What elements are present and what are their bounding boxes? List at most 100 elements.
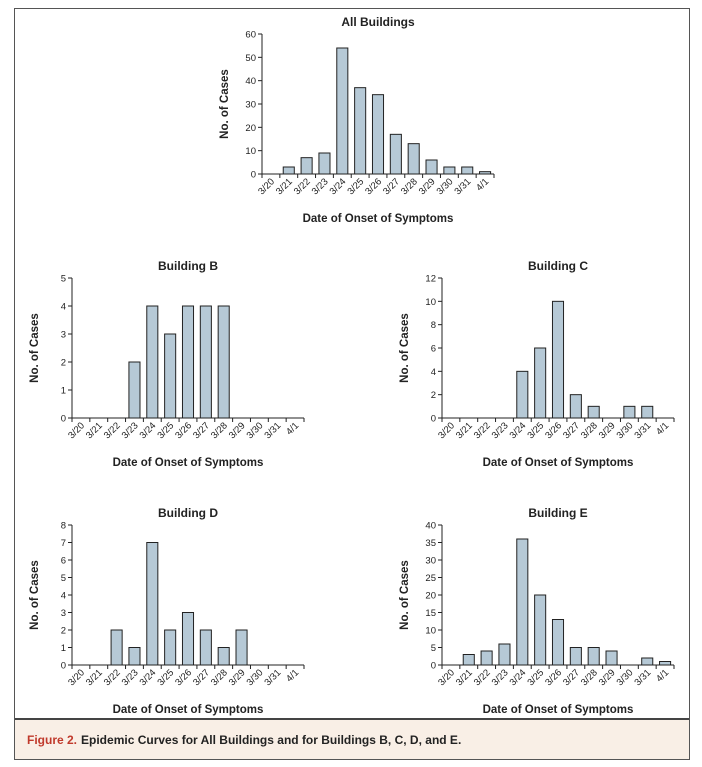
x-category-label: 3/25 — [345, 176, 366, 197]
bar-3-28 — [587, 405, 600, 419]
x-category-label: 3/27 — [191, 667, 212, 688]
x-axis-label: Date of Onset of Symptoms — [483, 457, 634, 469]
bar-3-22 — [480, 650, 493, 666]
bar-3-29 — [235, 629, 248, 666]
bar-3-31 — [641, 405, 654, 419]
x-category-label: 4/1 — [654, 667, 671, 684]
y-axis-label: No. of Cases — [399, 313, 411, 383]
bar-3-30 — [623, 405, 636, 419]
bar-3-21 — [462, 654, 475, 666]
bar-3-28 — [407, 143, 420, 175]
y-tick-label: 40 — [245, 76, 256, 87]
bar-3-29 — [605, 650, 618, 666]
bar-3-24 — [516, 370, 529, 419]
chart-title: Building B — [158, 259, 218, 273]
x-category-label: 3/21 — [454, 420, 475, 441]
x-category-label: 3/20 — [66, 667, 87, 688]
bar-3-26 — [551, 300, 565, 419]
y-tick-label: 1 — [61, 386, 66, 397]
bar-3-26 — [181, 612, 195, 666]
bar-4-1 — [479, 171, 492, 175]
y-tick-label: 12 — [425, 274, 436, 285]
y-tick-label: 50 — [245, 53, 256, 64]
y-tick-label: 3 — [61, 608, 66, 619]
chart-all: All Buildings01020304050603/203/213/223/… — [219, 15, 495, 225]
bar-3-23 — [498, 643, 511, 666]
x-category-label: 4/1 — [474, 176, 491, 193]
chart-d: Building D0123456783/203/213/223/233/243… — [29, 506, 305, 716]
bar-3-27 — [569, 394, 582, 419]
x-category-label: 4/1 — [284, 667, 301, 684]
y-tick-label: 15 — [425, 608, 436, 619]
x-category-label: 3/28 — [399, 176, 420, 197]
y-tick-label: 4 — [61, 591, 66, 602]
x-category-label: 3/23 — [310, 176, 331, 197]
y-tick-label: 6 — [61, 556, 66, 567]
x-category-label: 3/29 — [597, 420, 618, 441]
x-category-label: 3/26 — [363, 176, 384, 197]
x-category-label: 3/24 — [508, 420, 529, 441]
x-category-label: 3/22 — [102, 420, 123, 441]
x-category-label: 3/28 — [209, 420, 230, 441]
bar-3-25 — [534, 594, 547, 666]
x-category-label: 3/26 — [173, 667, 194, 688]
bar-3-22 — [300, 157, 313, 175]
bar-3-25 — [164, 629, 177, 666]
x-category-label: 3/23 — [120, 667, 141, 688]
x-category-label: 3/28 — [579, 420, 600, 441]
y-tick-label: 3 — [61, 330, 66, 341]
y-tick-label: 10 — [425, 626, 436, 637]
x-category-label: 3/23 — [120, 420, 141, 441]
y-axis-label: No. of Cases — [29, 313, 41, 383]
bar-3-30 — [443, 166, 456, 175]
x-category-label: 3/30 — [245, 667, 266, 688]
y-tick-label: 5 — [431, 643, 436, 654]
y-tick-label: 8 — [431, 320, 436, 331]
bar-3-27 — [569, 647, 582, 666]
bar-3-24 — [336, 47, 349, 175]
y-axis-label: No. of Cases — [29, 560, 41, 630]
bar-3-25 — [164, 333, 177, 419]
x-category-label: 3/20 — [436, 667, 457, 688]
chart-title: Building C — [528, 259, 588, 273]
x-category-label: 3/27 — [561, 420, 582, 441]
bar-3-28 — [217, 647, 230, 666]
figure-caption: Figure 2. Epidemic Curves for All Buildi… — [15, 718, 689, 759]
chart-title: Building D — [158, 506, 218, 520]
y-tick-label: 10 — [425, 297, 436, 308]
y-tick-label: 20 — [425, 591, 436, 602]
x-category-label: 3/21 — [274, 176, 295, 197]
y-tick-label: 35 — [425, 538, 436, 549]
bar-3-24 — [516, 538, 529, 666]
bar-3-24 — [146, 542, 159, 666]
x-axis-label: Date of Onset of Symptoms — [303, 213, 454, 225]
x-category-label: 3/31 — [262, 667, 283, 688]
y-tick-label: 2 — [431, 390, 436, 401]
x-category-label: 3/21 — [454, 667, 475, 688]
bar-3-27 — [389, 133, 402, 175]
chart-title: All Buildings — [341, 15, 415, 29]
chart-e: Building E05101520253035403/203/213/223/… — [399, 506, 675, 716]
bar-3-22 — [110, 629, 123, 666]
x-category-label: 3/24 — [328, 176, 349, 197]
bar-3-23 — [128, 361, 141, 419]
bar-3-26 — [551, 619, 565, 666]
bar-3-25 — [354, 87, 367, 175]
x-category-label: 4/1 — [284, 420, 301, 437]
x-category-label: 3/21 — [84, 667, 105, 688]
x-category-label: 3/23 — [490, 420, 511, 441]
bar-3-28 — [217, 305, 230, 419]
bar-3-28 — [587, 647, 600, 666]
y-tick-label: 4 — [61, 302, 66, 313]
x-category-label: 3/20 — [436, 420, 457, 441]
bar-3-29 — [425, 159, 438, 175]
x-category-label: 3/26 — [543, 667, 564, 688]
bar-3-26 — [181, 305, 195, 419]
chart-c: Building C0246810123/203/213/223/233/243… — [399, 259, 675, 469]
x-category-label: 3/24 — [138, 667, 159, 688]
y-tick-label: 0 — [431, 414, 436, 425]
chart-title: Building E — [528, 506, 587, 520]
x-category-label: 3/31 — [632, 420, 653, 441]
x-category-label: 3/28 — [579, 667, 600, 688]
x-category-label: 3/25 — [525, 667, 546, 688]
